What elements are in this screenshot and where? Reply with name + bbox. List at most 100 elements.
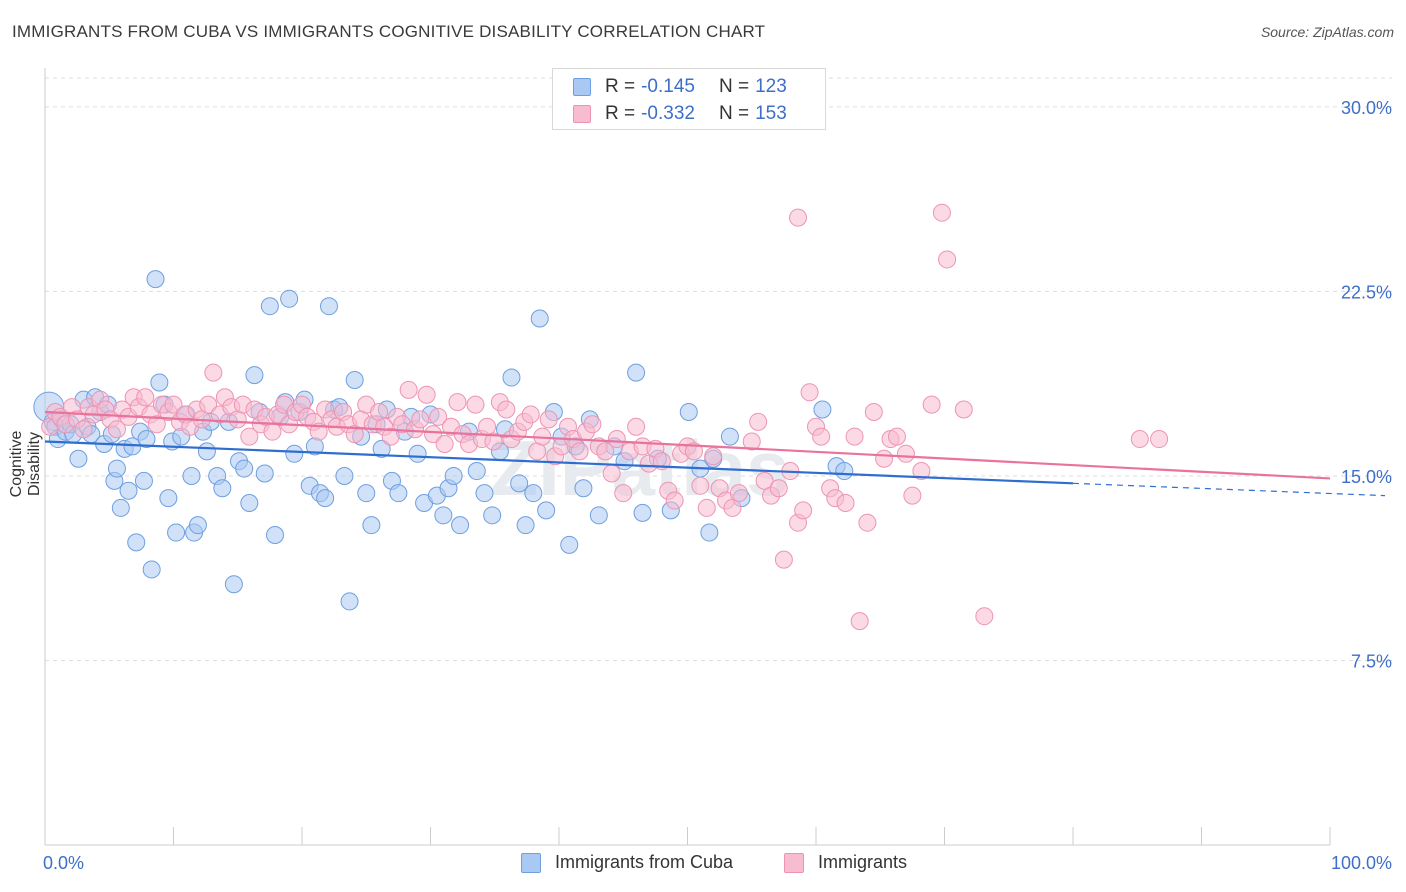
immigrants-point: [484, 432, 503, 451]
cuba-point: [69, 449, 88, 468]
series-immigrants-points: [41, 203, 1169, 631]
axes: [44, 68, 1331, 846]
cuba-point: [434, 506, 453, 525]
cuba-point: [340, 592, 359, 611]
series-legend: Immigrants from Cuba Immigrants: [0, 852, 1406, 876]
cuba-point: [537, 501, 556, 520]
cuba-point: [255, 464, 274, 483]
cuba-point: [502, 368, 521, 387]
immigrants-point: [435, 434, 454, 453]
immigrants-point: [596, 442, 615, 461]
legend-item-immigrants[interactable]: Immigrants: [784, 852, 907, 873]
immigrants-point: [424, 425, 443, 444]
cuba-point: [483, 506, 502, 525]
cuba-point: [345, 371, 364, 389]
cuba-point: [111, 498, 130, 517]
cuba-point: [700, 523, 719, 542]
cuba-point: [475, 484, 494, 503]
y-tick-label: 15.0%: [1341, 467, 1392, 487]
immigrants-point: [497, 400, 516, 419]
cuba-point: [235, 459, 254, 478]
immigrants-point: [607, 430, 626, 449]
cuba-point: [127, 533, 146, 552]
stats-legend: R = -0.145 N = 123 R = -0.332 N = 153: [552, 68, 826, 130]
r-label: R =: [605, 103, 636, 124]
n-label: N =: [718, 76, 750, 97]
cuba-point: [167, 523, 186, 542]
cuba-point: [357, 484, 376, 503]
immigrants-point: [448, 393, 467, 412]
cuba-point: [574, 479, 593, 498]
immigrants-point: [938, 250, 957, 269]
immigrants-point: [749, 412, 768, 431]
immigrants-point: [922, 395, 941, 414]
cuba-point: [316, 489, 335, 508]
immigrants-point: [794, 501, 813, 520]
y-tick-label: 7.5%: [1351, 651, 1392, 671]
r-label: R =: [605, 76, 636, 97]
immigrants-point: [912, 462, 931, 481]
immigrants-point: [147, 415, 166, 434]
immigrants-point: [800, 383, 819, 402]
cuba-point: [107, 459, 126, 478]
legend-item-cuba[interactable]: Immigrants from Cuba: [521, 852, 733, 873]
cuba-point: [182, 466, 201, 485]
immigrants-point: [789, 208, 808, 227]
immigrants-point: [812, 427, 831, 446]
immigrants-point: [539, 410, 558, 429]
cuba-trend-line: [44, 440, 1074, 485]
immigrants-point: [74, 420, 93, 439]
immigrants-point: [875, 449, 894, 468]
cuba-point: [245, 366, 264, 385]
cuba-point: [560, 535, 579, 554]
trend-lines: [44, 410, 1386, 497]
cuba-point: [319, 297, 338, 316]
cuba-swatch: [573, 78, 591, 96]
immigrants-point: [466, 395, 485, 414]
cuba-point: [408, 444, 427, 463]
grid-lines: [45, 77, 1392, 661]
immigrants-point: [240, 427, 259, 446]
cuba-point: [224, 575, 243, 594]
immigrants-point: [697, 498, 716, 517]
immigrants-point: [381, 427, 400, 446]
cuba-point: [589, 506, 608, 525]
immigrants-legend-swatch: [784, 852, 804, 873]
immigrants-point: [136, 388, 155, 407]
immigrants-point: [850, 612, 869, 631]
immigrants-point: [684, 442, 703, 461]
cuba-point: [720, 427, 739, 446]
immigrants-point: [583, 415, 602, 434]
cuba-point: [530, 309, 549, 328]
immigrants-point: [1130, 430, 1149, 449]
y-tick-label: 22.5%: [1341, 282, 1392, 302]
cuba-point: [389, 484, 408, 503]
cuba-point: [516, 516, 535, 535]
immigrants-point: [742, 432, 761, 451]
cuba-point: [524, 484, 543, 503]
immigrants-point: [399, 380, 418, 399]
immigrants-trend-line: [44, 410, 1331, 480]
cuba-point: [188, 516, 207, 535]
cuba-point: [444, 466, 463, 485]
n-label: N =: [718, 103, 750, 124]
immigrants-point: [858, 513, 877, 532]
cuba-point: [813, 400, 832, 419]
immigrants-point: [602, 464, 621, 483]
immigrants-point: [975, 607, 994, 626]
cuba-point: [633, 503, 652, 522]
x-tick-label: 0.0%: [43, 853, 84, 873]
immigrants-point: [769, 479, 788, 498]
cuba-point: [627, 363, 646, 382]
cuba-point: [467, 462, 486, 481]
cuba-point: [119, 481, 138, 500]
n-value-immigrants: 153: [755, 103, 787, 124]
cuba-point: [285, 444, 304, 463]
n-value-cuba: 123: [755, 76, 787, 97]
cuba-point: [150, 373, 169, 392]
immigrants-point: [845, 427, 864, 446]
immigrants-point: [417, 385, 436, 404]
cuba-point: [362, 516, 381, 535]
cuba-point: [451, 516, 470, 535]
r-value-cuba: -0.145: [641, 76, 695, 97]
